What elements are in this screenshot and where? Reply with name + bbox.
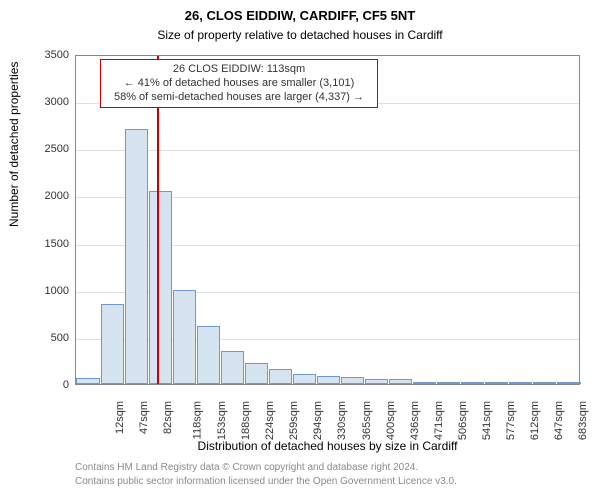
bar <box>533 382 556 384</box>
y-tick-label: 3500 <box>33 49 69 61</box>
x-tick-label: 506sqm <box>457 401 469 440</box>
x-tick-label: 647sqm <box>553 401 565 440</box>
x-tick-label: 541sqm <box>481 401 493 440</box>
bar <box>365 379 388 384</box>
bar <box>221 351 244 384</box>
y-tick-label: 3000 <box>33 96 69 108</box>
grid-line <box>76 150 579 151</box>
footer-line-2: Contains public sector information licen… <box>75 476 457 487</box>
x-tick-label: 577sqm <box>505 401 517 440</box>
x-tick-label: 436sqm <box>409 401 421 440</box>
bar <box>269 369 292 384</box>
bar <box>341 377 364 384</box>
x-tick-label: 471sqm <box>433 401 445 440</box>
x-tick-label: 118sqm <box>191 401 203 439</box>
annotation-line-1: 26 CLOS EIDDIW: 113sqm <box>107 63 371 77</box>
chart-container: 26, CLOS EIDDIW, CARDIFF, CF5 5NT Size o… <box>0 0 600 500</box>
bar <box>389 379 412 384</box>
y-tick-label: 0 <box>33 379 69 391</box>
bar <box>149 191 172 384</box>
x-tick-label: 224sqm <box>264 401 276 440</box>
bar <box>173 290 196 384</box>
y-tick-label: 1500 <box>33 238 69 250</box>
title-line-2: Size of property relative to detached ho… <box>0 28 600 42</box>
x-tick-label: 47sqm <box>138 401 150 434</box>
y-tick-label: 1000 <box>33 285 69 297</box>
bar <box>76 378 99 384</box>
bar <box>461 382 484 384</box>
bar <box>413 382 436 384</box>
bar <box>557 382 580 384</box>
x-tick-label: 612sqm <box>529 401 541 440</box>
x-tick-label: 153sqm <box>216 401 228 440</box>
bar <box>437 382 460 384</box>
footer-line-1: Contains HM Land Registry data © Crown c… <box>75 462 418 473</box>
x-tick-label: 365sqm <box>361 401 373 440</box>
y-axis-label: Number of detached properties <box>7 207 21 227</box>
x-tick-label: 683sqm <box>577 401 589 440</box>
annotation-box: 26 CLOS EIDDIW: 113sqm ← 41% of detached… <box>100 59 378 108</box>
bar <box>293 374 316 384</box>
bar <box>509 382 532 384</box>
bar <box>485 382 508 384</box>
x-tick-label: 82sqm <box>162 401 174 434</box>
x-tick-label: 294sqm <box>313 401 325 440</box>
bar <box>317 376 340 384</box>
title-line-1: 26, CLOS EIDDIW, CARDIFF, CF5 5NT <box>0 8 600 23</box>
bar <box>125 129 148 384</box>
bar <box>245 363 268 384</box>
x-tick-label: 259sqm <box>288 401 300 440</box>
y-tick-label: 500 <box>33 332 69 344</box>
y-tick-label: 2500 <box>33 143 69 155</box>
x-tick-label: 12sqm <box>114 401 126 434</box>
x-tick-label: 330sqm <box>337 401 349 440</box>
y-tick-label: 2000 <box>33 190 69 202</box>
bar <box>197 326 220 384</box>
bar <box>101 304 124 384</box>
x-tick-label: 400sqm <box>385 401 397 440</box>
x-axis-label: Distribution of detached houses by size … <box>75 439 580 453</box>
annotation-line-2: ← 41% of detached houses are smaller (3,… <box>107 77 371 91</box>
x-tick-label: 188sqm <box>240 401 252 440</box>
annotation-line-3: 58% of semi-detached houses are larger (… <box>107 91 371 105</box>
